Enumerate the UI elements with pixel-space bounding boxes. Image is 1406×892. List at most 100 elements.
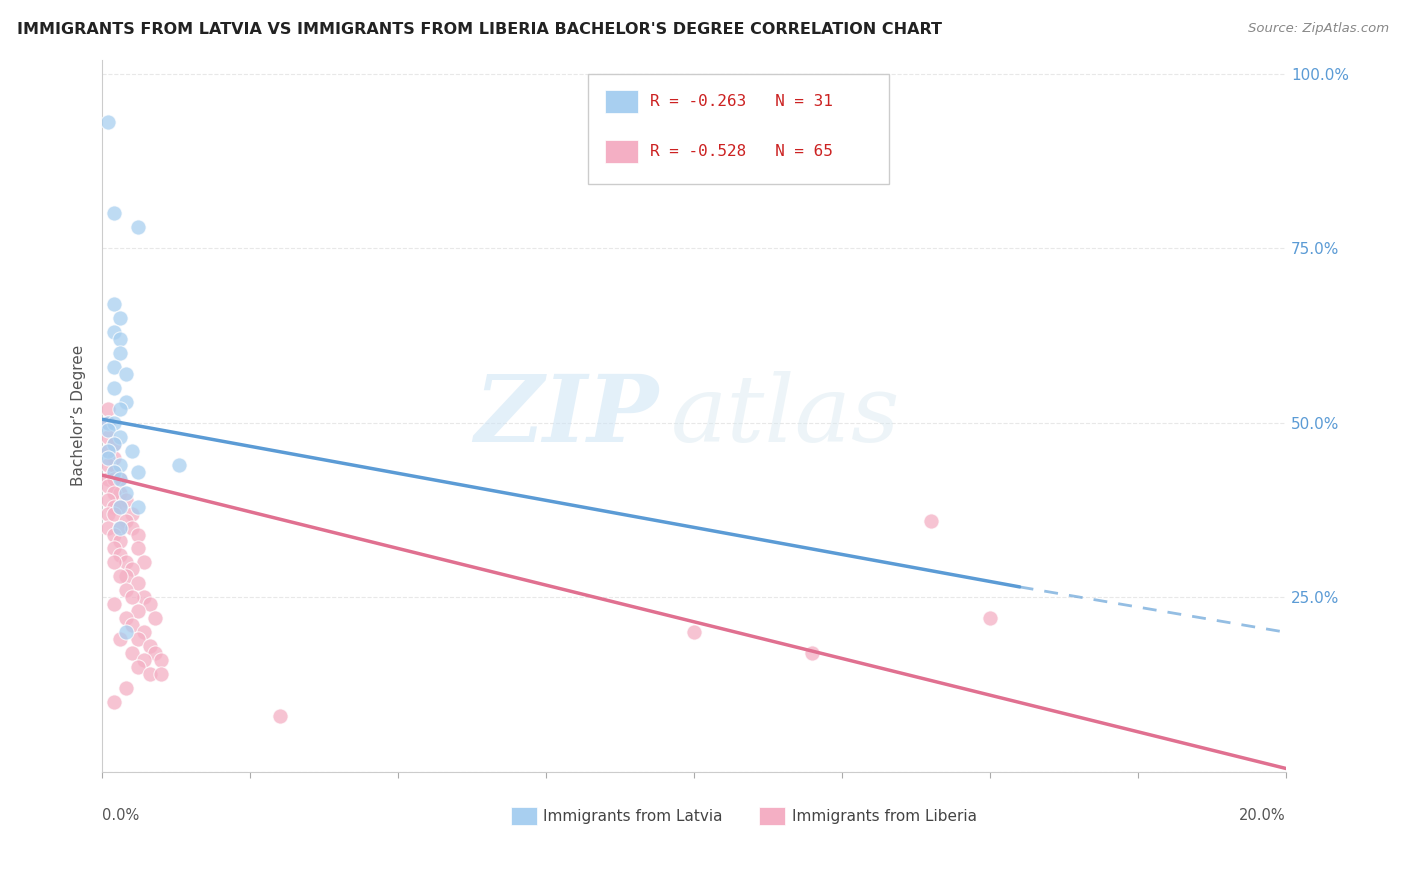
- Point: [108, 534, 131, 549]
- Point: [97, 507, 120, 521]
- Bar: [759, 807, 785, 825]
- Point: [121, 618, 143, 632]
- Point: [132, 591, 155, 605]
- Point: [121, 507, 143, 521]
- Point: [127, 660, 149, 674]
- FancyBboxPatch shape: [588, 74, 890, 185]
- Point: [115, 625, 138, 640]
- Point: [103, 507, 125, 521]
- Point: [108, 485, 131, 500]
- Point: [121, 520, 143, 534]
- Bar: [606, 140, 638, 163]
- Point: [132, 625, 155, 640]
- Point: [108, 430, 131, 444]
- Bar: [510, 807, 537, 825]
- Point: [97, 423, 120, 437]
- Point: [138, 640, 160, 654]
- Point: [115, 485, 138, 500]
- Point: [979, 611, 1001, 625]
- Point: [108, 500, 131, 514]
- Point: [127, 632, 149, 647]
- Point: [108, 472, 131, 486]
- Point: [97, 450, 120, 465]
- Point: [103, 556, 125, 570]
- Point: [121, 562, 143, 576]
- Point: [127, 500, 149, 514]
- Point: [97, 520, 120, 534]
- Point: [683, 625, 706, 640]
- Point: [108, 569, 131, 583]
- Point: [127, 465, 149, 479]
- Point: [103, 206, 125, 220]
- Point: [103, 598, 125, 612]
- Point: [115, 583, 138, 598]
- Point: [97, 430, 120, 444]
- Point: [103, 297, 125, 311]
- Point: [108, 458, 131, 472]
- Point: [108, 500, 131, 514]
- Point: [150, 653, 173, 667]
- Point: [145, 646, 167, 660]
- Point: [127, 220, 149, 235]
- Point: [103, 541, 125, 556]
- Point: [103, 465, 125, 479]
- Point: [103, 450, 125, 465]
- Point: [103, 381, 125, 395]
- Point: [108, 472, 131, 486]
- Text: Immigrants from Liberia: Immigrants from Liberia: [793, 809, 977, 823]
- Bar: [606, 90, 638, 113]
- Text: atlas: atlas: [671, 371, 900, 461]
- Text: Source: ZipAtlas.com: Source: ZipAtlas.com: [1249, 22, 1389, 36]
- Point: [103, 527, 125, 541]
- Point: [920, 514, 942, 528]
- Text: 0.0%: 0.0%: [103, 807, 139, 822]
- Point: [115, 514, 138, 528]
- Point: [108, 520, 131, 534]
- Point: [145, 611, 167, 625]
- Point: [97, 472, 120, 486]
- Point: [97, 492, 120, 507]
- Point: [115, 556, 138, 570]
- Point: [121, 443, 143, 458]
- Point: [167, 458, 190, 472]
- Point: [97, 443, 120, 458]
- Point: [103, 416, 125, 430]
- Text: R = -0.263   N = 31: R = -0.263 N = 31: [651, 95, 834, 109]
- Y-axis label: Bachelor’s Degree: Bachelor’s Degree: [72, 345, 86, 486]
- Point: [108, 311, 131, 326]
- Point: [103, 500, 125, 514]
- Point: [121, 646, 143, 660]
- Point: [132, 556, 155, 570]
- Point: [103, 472, 125, 486]
- Point: [103, 485, 125, 500]
- Point: [103, 465, 125, 479]
- Point: [115, 492, 138, 507]
- Point: [97, 416, 120, 430]
- Point: [801, 646, 824, 660]
- Point: [115, 367, 138, 381]
- Point: [103, 695, 125, 709]
- Point: [115, 611, 138, 625]
- Point: [103, 325, 125, 339]
- Point: [150, 667, 173, 681]
- Point: [115, 569, 138, 583]
- Text: Immigrants from Latvia: Immigrants from Latvia: [543, 809, 723, 823]
- Point: [127, 576, 149, 591]
- Point: [127, 604, 149, 618]
- Point: [108, 401, 131, 416]
- Point: [97, 115, 120, 129]
- Point: [103, 436, 125, 450]
- Point: [108, 346, 131, 360]
- Text: 20.0%: 20.0%: [1239, 807, 1286, 822]
- Point: [97, 416, 120, 430]
- Text: IMMIGRANTS FROM LATVIA VS IMMIGRANTS FROM LIBERIA BACHELOR'S DEGREE CORRELATION : IMMIGRANTS FROM LATVIA VS IMMIGRANTS FRO…: [17, 22, 942, 37]
- Point: [132, 653, 155, 667]
- Point: [121, 591, 143, 605]
- Point: [97, 458, 120, 472]
- Point: [108, 549, 131, 563]
- Point: [115, 394, 138, 409]
- Point: [103, 359, 125, 374]
- Point: [269, 709, 291, 723]
- Point: [108, 632, 131, 647]
- Point: [97, 443, 120, 458]
